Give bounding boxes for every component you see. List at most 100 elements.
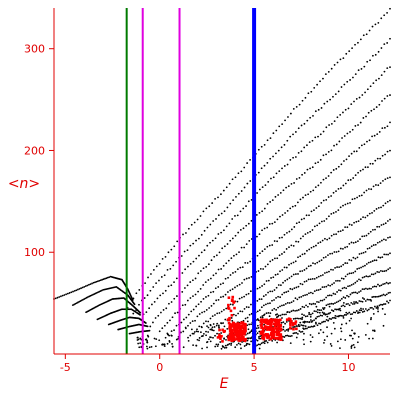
black-data-point (220, 193, 222, 196)
black-data-point (354, 270, 357, 273)
black-data-point (154, 317, 157, 319)
black-data-point (223, 245, 226, 248)
black-data-point (292, 244, 295, 247)
black-data-point (163, 324, 166, 327)
black-data-point (247, 306, 250, 309)
black-data-point (330, 268, 332, 271)
black-data-point (285, 291, 288, 293)
black-data-point (282, 189, 285, 192)
black-data-point (256, 332, 259, 335)
black-data-point (295, 105, 298, 108)
black-data-point (375, 106, 378, 108)
black-data-point (348, 304, 351, 307)
black-data-point (279, 296, 282, 299)
black-data-point (267, 291, 269, 294)
red-data-point (265, 328, 269, 331)
black-data-point (230, 344, 233, 346)
black-data-point (158, 339, 161, 342)
black-data-point (276, 273, 279, 276)
red-data-point (279, 328, 283, 332)
black-data-point (84, 285, 87, 288)
black-data-point (365, 33, 368, 36)
black-data-point (303, 146, 306, 149)
black-data-point (287, 335, 290, 337)
black-data-point (237, 172, 240, 175)
black-data-point (354, 311, 357, 314)
black-data-point (389, 267, 391, 269)
black-data-point (302, 338, 305, 341)
black-data-point (310, 321, 313, 323)
black-data-point (385, 239, 387, 241)
black-data-point (181, 272, 184, 274)
black-data-point (226, 243, 229, 245)
black-data-point (346, 202, 349, 205)
black-data-point (319, 322, 322, 325)
black-data-point (368, 337, 371, 340)
black-data-point (303, 306, 306, 309)
red-data-point (231, 295, 235, 299)
black-data-point (202, 210, 205, 213)
black-data-point (350, 317, 353, 320)
black-data-point (279, 270, 281, 273)
black-data-point (367, 261, 370, 264)
black-data-point (330, 294, 333, 297)
black-data-point (327, 150, 330, 153)
black-data-point (339, 58, 342, 61)
y-axis-title: <n> (8, 176, 40, 192)
black-data-point (330, 171, 333, 174)
red-data-point (243, 326, 247, 330)
black-data-point (231, 178, 234, 181)
black-data-point (303, 314, 305, 317)
red-data-point (272, 336, 275, 339)
black-data-point (209, 241, 211, 244)
black-data-point (362, 308, 365, 310)
red-data-point (228, 327, 231, 330)
black-data-point (295, 240, 297, 243)
black-data-point (78, 287, 81, 290)
black-data-point (349, 201, 351, 204)
y-tick-label: 300 (24, 43, 45, 56)
black-data-point (377, 310, 379, 313)
black-data-point (236, 300, 239, 303)
black-data-point (361, 297, 364, 299)
black-data-point (382, 293, 385, 296)
black-data-point (292, 133, 294, 136)
black-data-point (360, 266, 362, 269)
black-data-point (354, 174, 357, 177)
black-data-point (265, 294, 267, 296)
black-data-point (299, 308, 302, 310)
black-data-point (207, 331, 210, 333)
black-data-point (320, 201, 323, 204)
black-data-point (237, 312, 240, 315)
black-data-point (262, 341, 265, 344)
black-data-point (305, 267, 308, 270)
black-data-point (310, 210, 313, 213)
black-data-point (309, 167, 311, 170)
black-data-point (371, 260, 374, 262)
black-data-point (340, 323, 343, 326)
black-data-point (88, 283, 90, 286)
black-data-point (319, 80, 321, 83)
red-data-point (261, 330, 265, 334)
black-data-point (187, 313, 190, 316)
black-data-point (351, 313, 354, 315)
black-data-point (380, 47, 383, 49)
red-data-point (229, 334, 232, 338)
black-data-point (336, 291, 338, 293)
black-data-point (343, 160, 345, 162)
black-data-point (145, 345, 148, 348)
black-data-point (366, 298, 369, 301)
black-data-point (240, 296, 243, 299)
black-data-point (372, 313, 375, 315)
black-data-point (376, 225, 379, 228)
black-data-point (333, 64, 336, 66)
black-data-point (340, 163, 343, 166)
black-data-point (297, 285, 300, 288)
black-data-point (334, 266, 336, 269)
black-data-point (294, 156, 297, 158)
black-data-point (330, 234, 333, 237)
black-data-point (389, 66, 391, 69)
black-data-point (270, 277, 272, 279)
black-data-point (342, 57, 345, 60)
black-data-point (331, 316, 334, 319)
